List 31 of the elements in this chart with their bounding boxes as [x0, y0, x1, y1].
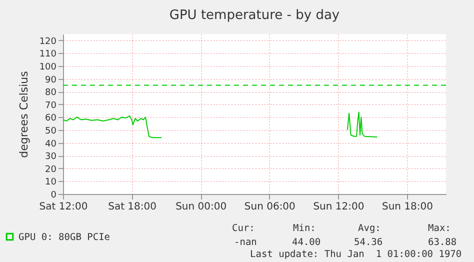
y-tick-label: 80: [45, 88, 57, 98]
y-tick-label: 100: [39, 62, 57, 72]
text: 54.36: [354, 237, 383, 248]
y-tick-label: 40: [45, 139, 57, 150]
y-tick-label: 70: [45, 100, 57, 111]
y-tick-label: 0: [50, 190, 57, 200]
text: 63.88: [428, 237, 457, 248]
x-tick-label: Sat 12:00: [39, 202, 88, 212]
y-tick-label: 50: [45, 126, 57, 136]
text: Max:: [428, 223, 451, 234]
y-tick-label: 20: [45, 164, 57, 175]
y-tick-label: 90: [45, 75, 57, 86]
text: -nan: [234, 237, 257, 248]
x-tick-label: Sun 18:00: [382, 202, 434, 212]
x-tick-label: Sun 12:00: [313, 202, 364, 212]
legend-label: GPU 0: 80GB PCIe: [18, 232, 110, 243]
y-axis-title: degrees Celsius: [17, 70, 30, 158]
text: Last update: Thu Jan 1 01:00:00 1970: [250, 249, 462, 260]
y-tick-label: 60: [45, 114, 57, 124]
y-tick-label: 110: [39, 50, 57, 60]
text: Avg:: [358, 223, 381, 234]
text: 44.00: [292, 237, 321, 248]
x-tick-label: Sun 06:00: [244, 202, 296, 212]
text: Cur:: [232, 223, 255, 234]
x-tick-label: Sun 00:00: [176, 202, 227, 212]
y-tick-label: 120: [39, 36, 57, 47]
chart-title: GPU temperature - by day: [169, 8, 340, 23]
y-tick-label: 30: [45, 152, 57, 162]
y-tick-label: 10: [45, 178, 57, 188]
text: Min:: [293, 223, 316, 234]
x-tick-label: Sat 18:00: [108, 202, 157, 212]
